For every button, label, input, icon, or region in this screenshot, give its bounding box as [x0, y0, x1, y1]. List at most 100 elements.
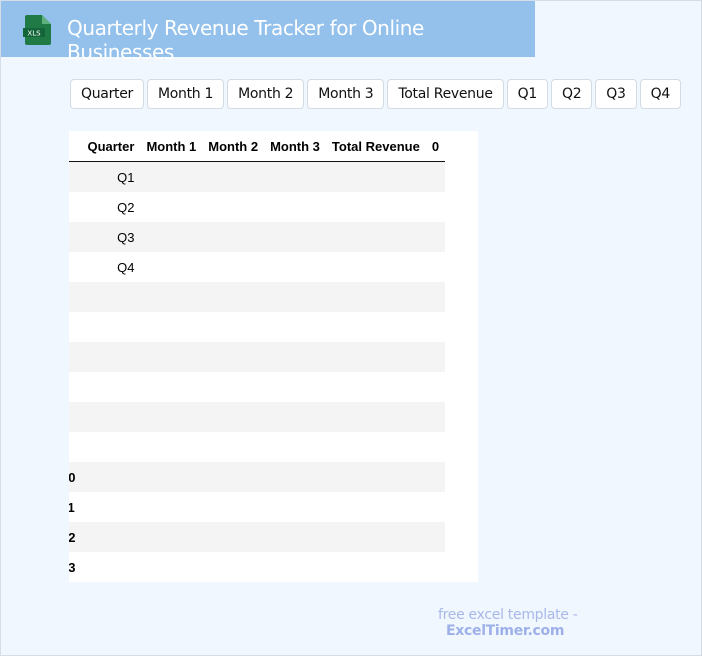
- table-cell[interactable]: [140, 522, 203, 552]
- table-cell[interactable]: [140, 342, 203, 372]
- table-cell[interactable]: [425, 522, 446, 552]
- table-cell[interactable]: [426, 192, 445, 222]
- table-cell[interactable]: [140, 492, 202, 522]
- table-cell[interactable]: [140, 432, 202, 462]
- table-cell[interactable]: [264, 372, 326, 402]
- table-cell[interactable]: [425, 222, 446, 252]
- table-cell[interactable]: [264, 312, 326, 342]
- filter-button-month-1[interactable]: Month 1: [147, 79, 225, 109]
- filter-button-month-2[interactable]: Month 2: [227, 79, 305, 109]
- table-cell[interactable]: [202, 312, 264, 342]
- table-cell[interactable]: [326, 552, 426, 582]
- table-cell[interactable]: [140, 222, 203, 252]
- table-cell[interactable]: [425, 342, 446, 372]
- table-cell[interactable]: [264, 222, 326, 252]
- table-cell[interactable]: [81, 552, 140, 582]
- table-cell[interactable]: [202, 222, 265, 252]
- table-cell[interactable]: [325, 282, 426, 312]
- table-cell[interactable]: [202, 282, 265, 312]
- table-cell[interactable]: [326, 492, 426, 522]
- table-cell[interactable]: [202, 402, 265, 432]
- filter-button-total-revenue[interactable]: Total Revenue: [387, 79, 504, 109]
- table-cell[interactable]: [426, 432, 445, 462]
- column-header[interactable]: Total Revenue: [325, 131, 426, 162]
- column-header[interactable]: Month 3: [264, 131, 326, 162]
- table-cell[interactable]: [326, 312, 426, 342]
- filter-button-q4[interactable]: Q4: [639, 79, 681, 109]
- table-cell[interactable]: [202, 462, 265, 492]
- table-cell[interactable]: [425, 161, 446, 192]
- table-cell[interactable]: [264, 342, 326, 372]
- table-cell[interactable]: Q4: [117, 259, 135, 275]
- table-cell[interactable]: [426, 372, 445, 402]
- table-cell[interactable]: Q3: [81, 222, 141, 252]
- table-cell[interactable]: [81, 462, 141, 492]
- filter-button-quarter[interactable]: Quarter: [70, 79, 144, 109]
- table-cell[interactable]: [326, 372, 426, 402]
- table-cell[interactable]: [264, 522, 326, 552]
- table-cell[interactable]: [202, 252, 264, 282]
- table-cell[interactable]: [264, 402, 326, 432]
- table-cell[interactable]: [140, 192, 202, 222]
- table-cell[interactable]: [326, 432, 426, 462]
- table-cell[interactable]: [140, 282, 203, 312]
- table-cell[interactable]: [426, 252, 445, 282]
- column-header[interactable]: Quarter: [81, 131, 141, 162]
- filter-button-month-3[interactable]: Month 3: [307, 79, 385, 109]
- column-header[interactable]: 0: [425, 131, 446, 162]
- table-cell[interactable]: [264, 552, 326, 582]
- table-cell[interactable]: [264, 432, 326, 462]
- table-cell[interactable]: [81, 372, 140, 402]
- table-cell[interactable]: [81, 522, 141, 552]
- table-cell[interactable]: [325, 402, 426, 432]
- filter-button-q2[interactable]: Q2: [550, 79, 593, 109]
- table-cell[interactable]: [425, 282, 446, 312]
- table-cell[interactable]: [81, 402, 141, 432]
- table-cell[interactable]: [264, 192, 326, 222]
- table-cell[interactable]: [81, 312, 140, 342]
- table-cell[interactable]: [81, 492, 140, 522]
- table-cell[interactable]: [202, 161, 265, 192]
- table-cell[interactable]: [426, 312, 445, 342]
- table-cell[interactable]: [140, 161, 203, 192]
- table-cell[interactable]: [140, 372, 202, 402]
- table-cell[interactable]: Q1: [81, 161, 141, 192]
- column-header[interactable]: Month 2: [202, 131, 265, 162]
- table-cell[interactable]: [426, 552, 445, 582]
- table-cell[interactable]: [326, 192, 426, 222]
- table-cell[interactable]: [325, 161, 426, 192]
- column-header[interactable]: Month 1: [140, 131, 203, 162]
- table-cell[interactable]: Q2: [117, 199, 135, 215]
- filter-button-q3[interactable]: Q3: [595, 79, 637, 109]
- table-cell[interactable]: [202, 552, 264, 582]
- table-cell[interactable]: [140, 312, 202, 342]
- table-cell[interactable]: [140, 252, 202, 282]
- table-cell[interactable]: [202, 192, 264, 222]
- table-cell[interactable]: [425, 462, 446, 492]
- table-cell[interactable]: [140, 462, 203, 492]
- table-cell[interactable]: [140, 552, 202, 582]
- table-cell[interactable]: [264, 252, 326, 282]
- filter-button-q1[interactable]: Q1: [506, 79, 548, 109]
- table-cell[interactable]: [81, 282, 141, 312]
- table-cell[interactable]: [202, 432, 264, 462]
- table-cell[interactable]: [264, 462, 326, 492]
- table-cell[interactable]: [425, 402, 446, 432]
- table-cell[interactable]: [264, 492, 326, 522]
- table-cell[interactable]: [264, 161, 326, 192]
- table-cell[interactable]: [81, 432, 140, 462]
- table-cell[interactable]: [202, 372, 264, 402]
- column-header[interactable]: [69, 131, 82, 162]
- data-table-container[interactable]: Quarter Month 1 Month 2 Month 3 Total Revenu…: [69, 131, 478, 582]
- table-cell[interactable]: [81, 342, 141, 372]
- table-cell[interactable]: [202, 492, 264, 522]
- table-cell[interactable]: [426, 492, 445, 522]
- table-cell[interactable]: [202, 522, 265, 552]
- table-cell[interactable]: [325, 342, 426, 372]
- table-cell[interactable]: [325, 522, 426, 552]
- table-cell[interactable]: [326, 252, 426, 282]
- table-cell[interactable]: [202, 342, 265, 372]
- table-cell[interactable]: [140, 402, 203, 432]
- table-cell[interactable]: [325, 222, 426, 252]
- table-cell[interactable]: [325, 462, 426, 492]
